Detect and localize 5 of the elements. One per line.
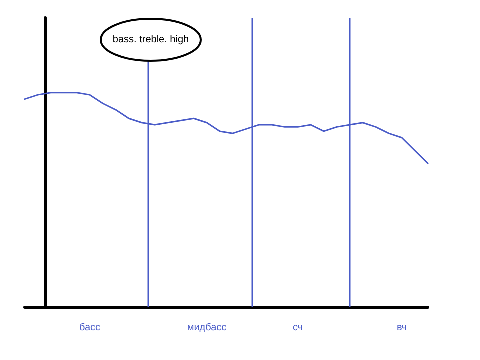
x-tick-label: вч — [396, 322, 408, 334]
x-tick-label: басс — [79, 322, 101, 334]
x-tick-label: сч — [292, 322, 304, 334]
text: bass. treble. high — [112, 34, 190, 46]
x-tick-label: мидбасс — [187, 322, 227, 334]
